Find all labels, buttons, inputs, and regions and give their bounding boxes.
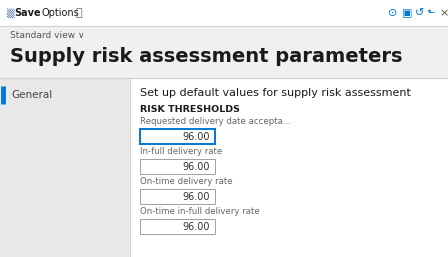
Text: ×: × bbox=[439, 8, 448, 18]
Text: Supply risk assessment parameters: Supply risk assessment parameters bbox=[10, 47, 402, 66]
Text: 96.00: 96.00 bbox=[182, 132, 210, 142]
Text: ⌕: ⌕ bbox=[76, 8, 82, 18]
Text: On-time in-full delivery rate: On-time in-full delivery rate bbox=[140, 207, 260, 216]
Text: Save: Save bbox=[14, 8, 41, 18]
Text: ⬑: ⬑ bbox=[427, 8, 435, 18]
Text: ▣: ▣ bbox=[402, 8, 413, 18]
Bar bbox=[140, 159, 215, 174]
Text: Requested delivery date accepta...: Requested delivery date accepta... bbox=[140, 116, 291, 125]
Text: On-time delivery rate: On-time delivery rate bbox=[140, 177, 233, 186]
Text: ⊙: ⊙ bbox=[388, 8, 397, 18]
Text: Set up default values for supply risk assessment: Set up default values for supply risk as… bbox=[140, 88, 411, 98]
Text: ▒: ▒ bbox=[6, 8, 13, 18]
Bar bbox=[0, 78, 130, 257]
Bar bbox=[140, 189, 215, 204]
Text: RISK THRESHOLDS: RISK THRESHOLDS bbox=[140, 105, 240, 114]
Bar bbox=[140, 219, 215, 234]
Bar bbox=[130, 78, 448, 257]
Text: 96.00: 96.00 bbox=[182, 161, 210, 171]
Bar bbox=[140, 219, 215, 234]
Text: 96.00: 96.00 bbox=[182, 191, 210, 201]
Text: 96.00: 96.00 bbox=[182, 222, 210, 232]
Bar bbox=[140, 159, 215, 174]
Text: Standard view ∨: Standard view ∨ bbox=[10, 32, 85, 41]
Bar bbox=[0, 0, 448, 26]
Text: In-full delivery rate: In-full delivery rate bbox=[140, 146, 222, 155]
Bar bbox=[140, 129, 215, 144]
Text: ↺: ↺ bbox=[415, 8, 424, 18]
Bar bbox=[140, 129, 215, 144]
Bar bbox=[0, 26, 448, 78]
Text: General: General bbox=[11, 90, 52, 100]
Text: Options: Options bbox=[42, 8, 80, 18]
Bar bbox=[140, 189, 215, 204]
